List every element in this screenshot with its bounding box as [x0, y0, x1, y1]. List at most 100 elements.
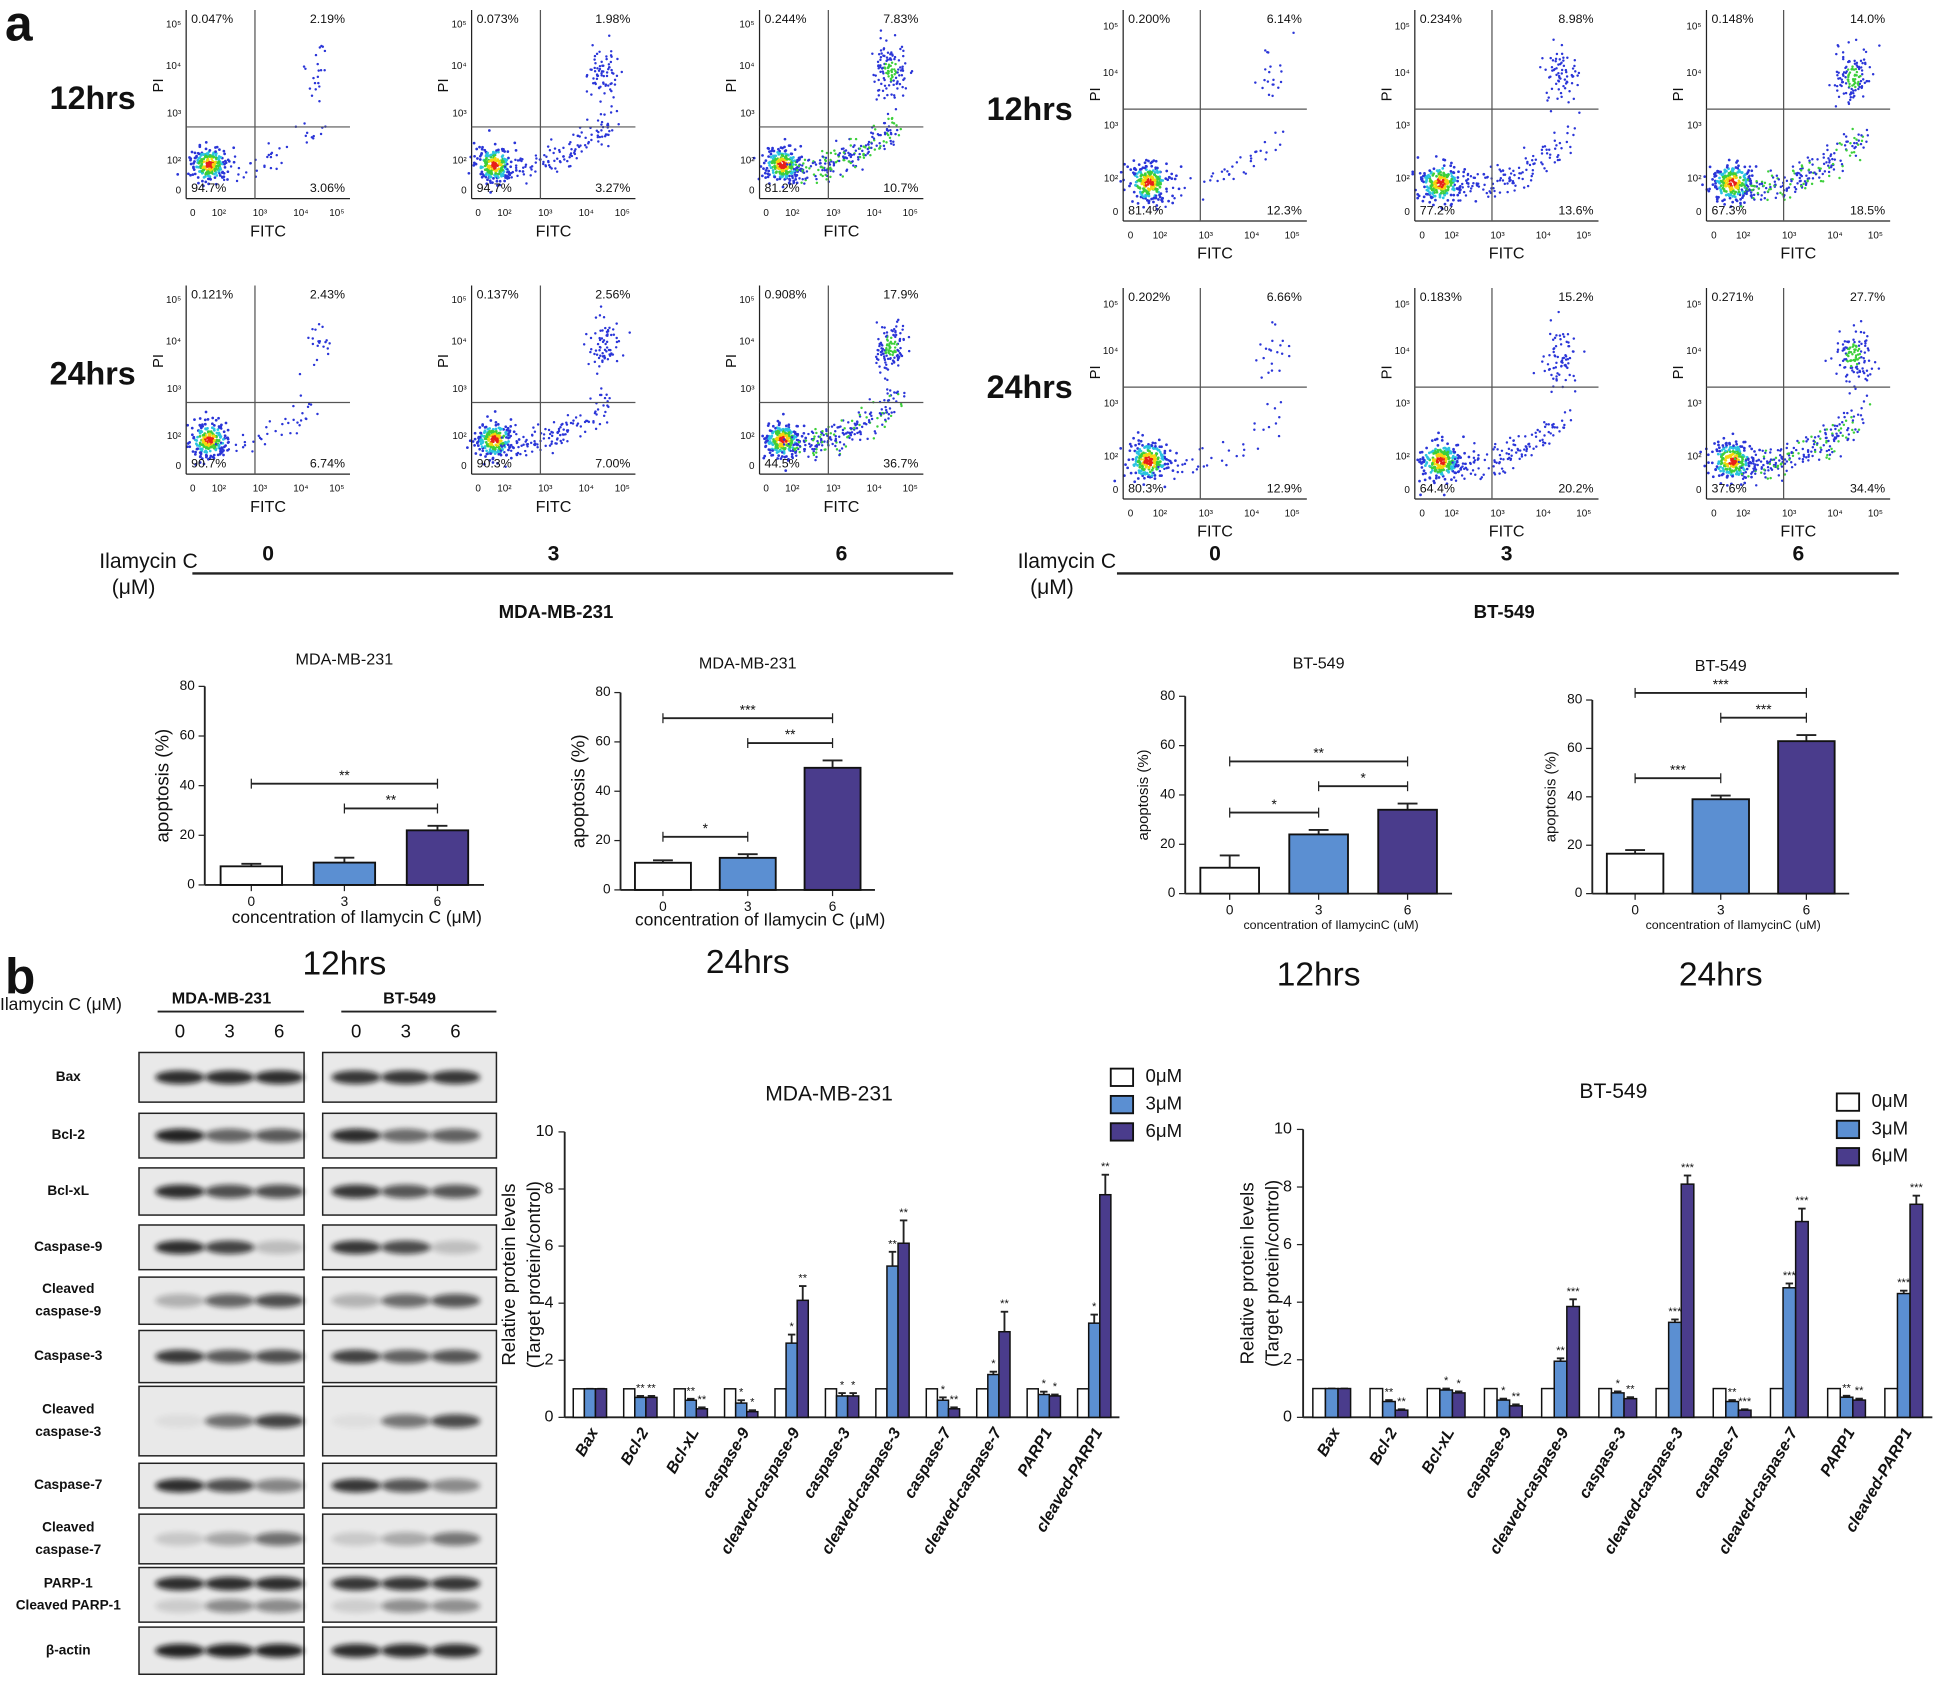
flow-dot	[784, 167, 788, 171]
flow-dot	[897, 59, 901, 62]
flow-dot	[1843, 144, 1847, 147]
flow-dot	[1141, 443, 1144, 447]
flow-dot	[1532, 447, 1535, 450]
flow-dot	[875, 144, 878, 147]
y-tick-label: 10²	[1104, 451, 1119, 462]
flow-dot	[1457, 470, 1461, 473]
flow-dot	[791, 163, 795, 166]
flow-dot	[1554, 82, 1558, 86]
flow-dot	[1256, 447, 1260, 450]
flow-dot	[1854, 38, 1858, 42]
flow-dot	[1848, 93, 1852, 96]
flow-dot	[1428, 169, 1432, 172]
flow-dot	[862, 422, 866, 425]
flow-dot	[1716, 169, 1720, 173]
flow-dot	[869, 131, 873, 134]
flow-dot	[1835, 148, 1838, 152]
flow-plot	[1699, 320, 1881, 487]
flow-dot	[1269, 349, 1273, 352]
flow-dot	[1461, 462, 1465, 465]
flow-dot	[608, 396, 611, 400]
flow-dot	[1739, 205, 1743, 208]
flow-dot	[1543, 441, 1547, 445]
flow-dot	[1530, 433, 1534, 437]
flow-dot	[1435, 169, 1439, 172]
flow-dot	[616, 57, 619, 61]
flow-dot	[890, 411, 893, 414]
flow-dot	[1126, 165, 1130, 169]
flow-dot	[519, 157, 522, 160]
flow-dot	[1474, 200, 1478, 203]
flow-dot	[1715, 199, 1719, 203]
flow-dot	[498, 183, 502, 187]
flow-dot	[1498, 472, 1501, 475]
flow-dot	[771, 168, 775, 172]
flow-dot	[1861, 61, 1864, 65]
flow-dot	[1279, 401, 1283, 404]
flow-dot	[1466, 468, 1469, 471]
flow-dot	[1457, 199, 1460, 202]
flow-dot	[1557, 310, 1560, 314]
flow-dot	[1527, 442, 1531, 446]
flow-dot	[1445, 482, 1449, 486]
flow-dot	[554, 167, 557, 170]
flow-dot	[834, 429, 837, 433]
flow-dot	[1555, 377, 1558, 381]
flow-dot	[214, 418, 218, 422]
flow-plot	[467, 34, 624, 194]
flow-dot	[573, 149, 576, 153]
flow-dot	[1775, 174, 1779, 178]
flow-dot	[891, 75, 894, 78]
flow-dot	[823, 168, 827, 172]
flow-dot	[1441, 166, 1445, 170]
flow-dot	[1423, 171, 1426, 175]
quadrant-label: 0.148%	[1711, 12, 1753, 26]
quadrant-label: 44.5%	[765, 456, 800, 470]
flow-dot	[898, 351, 902, 355]
flow-dot	[1852, 89, 1855, 93]
flow-dot	[210, 157, 214, 161]
flow-dot	[840, 419, 843, 422]
flow-dot	[542, 160, 545, 164]
flow-dot	[862, 145, 865, 148]
flow-dot	[198, 455, 202, 459]
flow-dot	[834, 437, 838, 441]
flow-dot	[1849, 142, 1852, 145]
flow-dot	[1450, 172, 1453, 175]
y-tick-label: 10²	[1396, 451, 1411, 462]
quadrant-label: 6.66%	[1267, 290, 1302, 304]
flow-dot	[1152, 471, 1155, 475]
flow-dot	[1453, 460, 1457, 464]
flow-dot	[1140, 452, 1144, 456]
flow-dot	[1849, 95, 1853, 99]
flow-dot	[770, 454, 773, 457]
flow-dot	[1535, 445, 1538, 448]
flow-dot	[768, 163, 771, 167]
flow-dot	[217, 169, 221, 172]
flow-dot	[1454, 479, 1458, 482]
quadrant-label: 12.9%	[1267, 481, 1302, 495]
flow-dot	[1555, 426, 1559, 429]
flow-dot	[193, 453, 197, 456]
flow-dot	[1147, 194, 1151, 198]
flow-dot	[875, 321, 879, 324]
flow-dot	[807, 455, 810, 459]
flow-dot	[599, 100, 602, 103]
flow-dot	[1753, 185, 1757, 188]
flow-dot	[615, 359, 619, 363]
flow-dot	[215, 164, 218, 168]
flow-dot	[796, 443, 799, 446]
flow-dot	[767, 441, 771, 445]
flow-dot	[485, 449, 488, 453]
flow-dot	[595, 413, 598, 416]
flow-dot	[553, 147, 557, 150]
flow-dot	[1540, 161, 1543, 164]
flow-dot	[1555, 375, 1558, 378]
flow-dot	[1520, 453, 1524, 456]
flow-dot	[900, 45, 904, 49]
flow-dot	[1743, 165, 1747, 169]
flow-dot	[886, 399, 890, 402]
flow-dot	[881, 344, 884, 347]
flow-dot	[1542, 441, 1545, 444]
flow-dot	[219, 441, 223, 444]
